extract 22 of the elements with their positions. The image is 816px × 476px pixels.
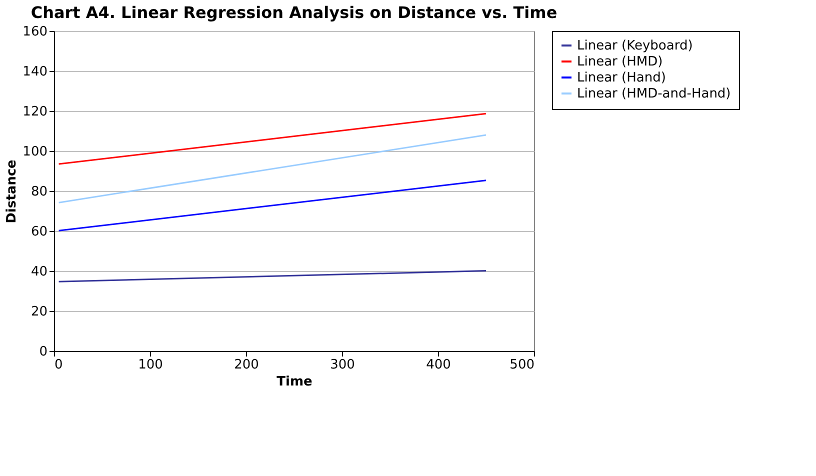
legend-label: Linear (Keyboard) <box>577 38 693 54</box>
y-tick-label: 100 <box>22 144 48 160</box>
y-tick-label: 0 <box>39 344 48 360</box>
y-tick-label: 40 <box>30 264 48 280</box>
x-tick-label: 100 <box>138 358 163 372</box>
y-tick-label: 160 <box>22 24 48 40</box>
chart-title: Chart A4. Linear Regression Analysis on Distance vs. Time <box>30 3 558 22</box>
y-tick-label: 120 <box>22 104 48 120</box>
x-tick-label: 0 <box>54 358 63 372</box>
x-axis-title: Time <box>276 374 313 390</box>
y-tick-label: 60 <box>30 224 48 240</box>
y-tick-label: 140 <box>22 64 48 80</box>
x-tick-label: 200 <box>234 358 259 372</box>
legend-label: Linear (HMD) <box>577 54 663 70</box>
y-tick-label: 80 <box>30 184 48 200</box>
legend-label: Linear (Hand) <box>577 70 666 86</box>
x-tick-label: 300 <box>330 358 355 372</box>
x-tick-label: 400 <box>426 358 451 372</box>
y-tick-label: 20 <box>30 304 48 320</box>
y-axis-title: Distance <box>4 159 20 224</box>
legend-label: Linear (HMD-and-Hand) <box>577 86 731 102</box>
x-tick-label: 500 <box>510 358 534 372</box>
